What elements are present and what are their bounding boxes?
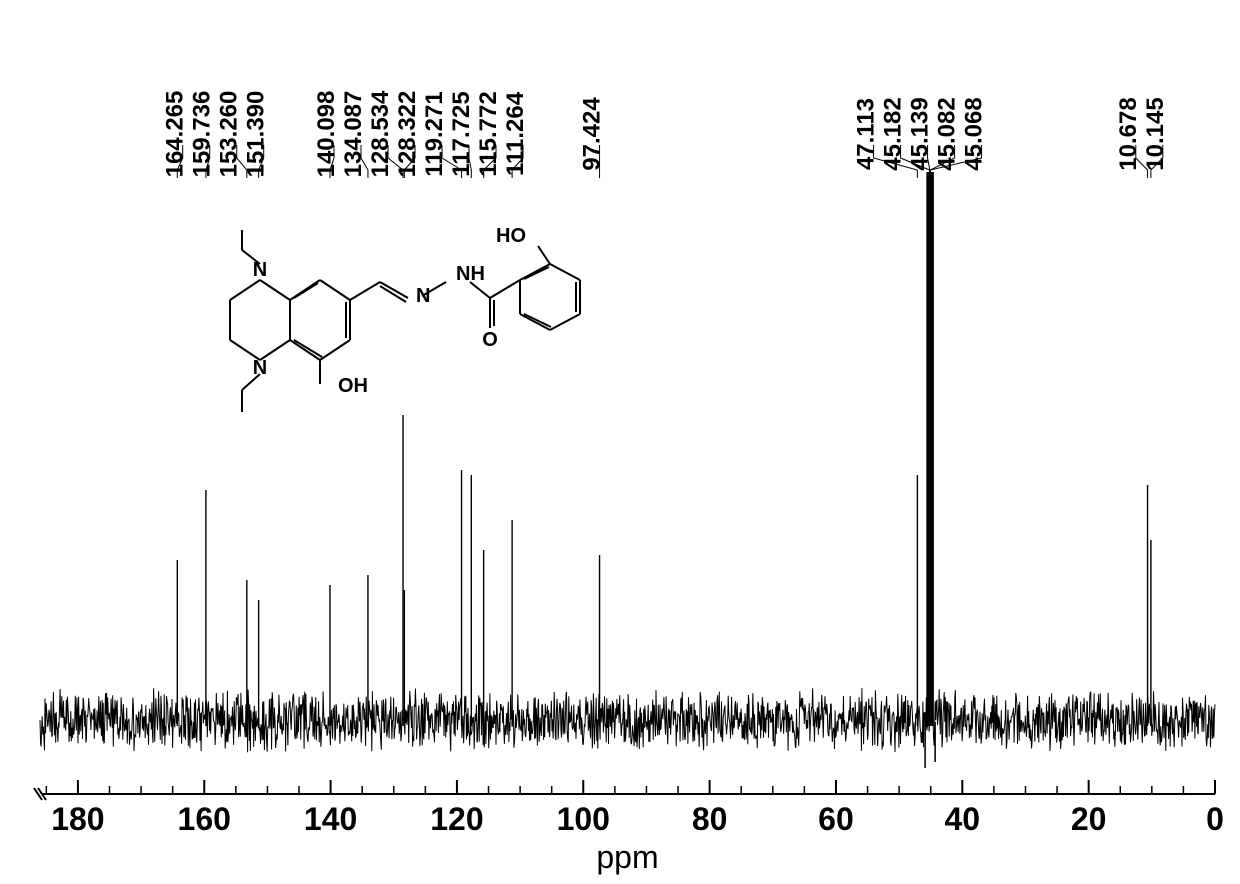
x-axis-tick-label: 160 [178,801,231,837]
structure-label: N [253,357,267,379]
peak-label: 117.725 [448,91,475,176]
structure-label: HO [496,225,526,247]
nmr-spectrum-chart: 0 20 40 60 80 100 120 140 160 180 ppm 164.265159.73… [0,0,1240,884]
structure-label: OH [338,375,368,397]
peak-label: 45.139 [907,97,934,170]
x-axis-title: ppm [596,839,658,875]
peak-label: 159.736 [189,91,216,178]
x-axis-tick-label: 180 [51,801,104,837]
peak-label: 128.534 [367,90,394,177]
x-axis-tick-label: 140 [304,801,357,837]
peak-label: 97.424 [579,97,606,171]
peak-label: 164.265 [162,91,189,178]
peak-label: 111.264 [502,91,529,176]
x-axis-tick-label: 100 [557,801,610,837]
molecular-structure: NNNNHOHOOH [230,225,580,412]
x-axis-tick-label: 20 [1071,801,1107,837]
peak-label: 45.068 [961,97,988,170]
structure-label: O [482,329,498,351]
x-axis-tick-label: 40 [945,801,981,837]
x-axis-tick-label: 0 [1206,801,1224,837]
peak-label: 47.113 [853,98,880,170]
peak-label: 10.678 [1115,97,1142,170]
x-axis-tick-label: 60 [818,801,854,837]
peak-label: 134.087 [340,91,367,178]
peak-label: 153.260 [216,91,243,178]
peak-label: 45.082 [934,97,961,170]
peak-label: 115.772 [475,91,502,176]
peak-label: 128.322 [394,91,421,178]
x-axis-tick-label: 120 [430,801,483,837]
peak-label: 119.271 [421,91,448,176]
chart-svg: 0 20 40 60 80 100 120 140 160 180 ppm 164.265159.73… [0,0,1240,884]
noise-baseline [40,688,1215,752]
peak-label: 10.145 [1142,97,1169,170]
peak-label: 140.098 [313,91,340,178]
peak-label: 45.182 [880,97,907,170]
peak-label: 151.390 [243,91,270,178]
structure-label: N [253,259,267,281]
x-axis-tick-label: 80 [692,801,728,837]
